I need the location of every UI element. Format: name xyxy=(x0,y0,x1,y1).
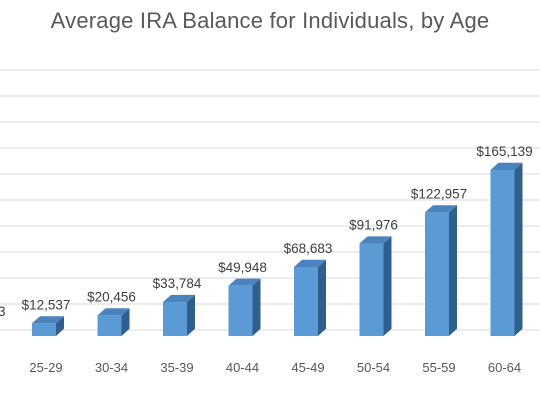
bar xyxy=(228,285,253,336)
bar-top xyxy=(97,308,130,316)
data-label-cropped: 3 xyxy=(0,304,6,319)
x-tick-label: 55-59 xyxy=(422,360,455,375)
x-tick-label: 50-54 xyxy=(357,360,390,375)
data-label: $20,456 xyxy=(87,289,136,304)
x-tick-label: 45-49 xyxy=(291,360,324,375)
bar-side xyxy=(449,205,457,336)
data-label: $49,948 xyxy=(218,260,267,275)
bar-top xyxy=(490,162,523,170)
bar xyxy=(490,170,515,336)
x-tick-label: 35-39 xyxy=(160,360,193,375)
bar-side xyxy=(121,308,130,336)
bar-top xyxy=(163,294,195,303)
x-tick-label: 40-44 xyxy=(226,360,259,375)
chart-title: Average IRA Balance for Individuals, by … xyxy=(50,8,490,33)
bar-top xyxy=(294,259,326,267)
bar-side xyxy=(514,162,523,336)
bar-top xyxy=(228,278,261,286)
data-label: $91,976 xyxy=(349,218,398,233)
bar xyxy=(163,302,187,336)
data-label: $68,683 xyxy=(284,241,333,256)
bar-top xyxy=(359,236,392,244)
data-label: $165,139 xyxy=(476,144,532,159)
bar xyxy=(294,266,318,336)
bar-top xyxy=(32,316,64,324)
bar-side xyxy=(318,259,326,336)
x-tick-label: 60-64 xyxy=(488,360,521,375)
bar-side xyxy=(252,278,261,336)
bar xyxy=(359,243,384,336)
data-label: $33,784 xyxy=(153,276,202,291)
bar-side xyxy=(383,236,392,336)
bar xyxy=(97,315,122,336)
data-label: $12,537 xyxy=(22,297,71,312)
bar xyxy=(32,323,56,336)
x-tick-label: 30-34 xyxy=(95,360,128,375)
bar-side xyxy=(187,294,195,336)
x-tick-label: 25-29 xyxy=(29,360,62,375)
bar-top xyxy=(425,205,457,213)
data-label: $122,957 xyxy=(411,186,467,201)
bar xyxy=(425,212,449,336)
bar-side xyxy=(56,316,64,336)
